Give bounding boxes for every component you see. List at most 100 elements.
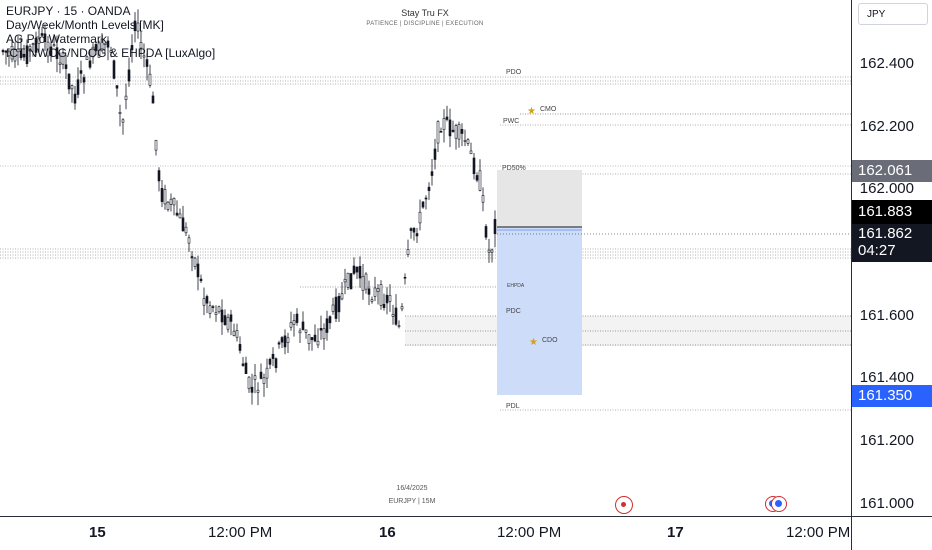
candle-body bbox=[157, 170, 161, 182]
candle-body bbox=[391, 314, 395, 317]
candle-body bbox=[229, 314, 233, 322]
candle-body bbox=[310, 337, 314, 341]
legend-symbol[interactable]: EURJPY · 15 · OANDA bbox=[6, 4, 131, 18]
candle-body bbox=[166, 201, 170, 210]
candle-body bbox=[79, 70, 83, 74]
candle-body bbox=[397, 325, 401, 327]
time-tick-day: 17 bbox=[667, 524, 684, 541]
candle-body bbox=[232, 330, 236, 336]
candle-body bbox=[94, 44, 98, 52]
candle-body bbox=[436, 121, 440, 144]
price-tick: 161.000 bbox=[859, 495, 914, 512]
candle-body bbox=[151, 95, 155, 104]
candle-body bbox=[442, 118, 446, 130]
candle-body bbox=[34, 37, 38, 53]
level-label-pwc: PWC bbox=[503, 118, 520, 125]
candle-body bbox=[406, 249, 410, 255]
candle-body bbox=[445, 116, 449, 120]
economic-events-group-icon[interactable] bbox=[765, 496, 789, 514]
candle-body bbox=[193, 257, 197, 267]
candle-body bbox=[376, 288, 380, 292]
candle-body bbox=[130, 45, 134, 51]
candle-body bbox=[40, 33, 44, 36]
candle-body bbox=[226, 316, 230, 330]
candle-body bbox=[361, 276, 365, 291]
candle-body bbox=[379, 284, 383, 306]
candle-body bbox=[463, 140, 467, 142]
candle-body bbox=[184, 226, 188, 234]
candle-body bbox=[484, 226, 488, 238]
scale-corner[interactable] bbox=[851, 516, 932, 550]
candle-body bbox=[202, 298, 206, 306]
candle-body bbox=[217, 306, 221, 313]
level-label-ehpda: EHPDA bbox=[507, 283, 525, 289]
candle-body bbox=[343, 278, 347, 283]
candle-body bbox=[481, 195, 485, 203]
candle-body bbox=[43, 33, 47, 43]
candle-body bbox=[367, 288, 371, 295]
time-tick: 12:00 PM bbox=[497, 524, 562, 541]
candle-body bbox=[139, 42, 143, 49]
economic-event-icon[interactable] bbox=[615, 496, 633, 514]
candle-body bbox=[28, 45, 32, 52]
candle-body bbox=[319, 327, 323, 331]
legend-indicator[interactable]: ICT NWOG/NDOG & EHPDA [LuxAlgo] bbox=[6, 46, 216, 60]
time-scale[interactable]: 15 12:00 PM 16 12:00 PM 17 12:00 PM bbox=[0, 516, 851, 550]
candle-body bbox=[262, 377, 266, 384]
candle-body bbox=[31, 43, 35, 46]
legend-indicator[interactable]: Day/Week/Month Levels [MK] bbox=[6, 18, 164, 32]
candle-body bbox=[22, 53, 26, 58]
candle-body bbox=[148, 73, 152, 86]
candle-body bbox=[421, 201, 425, 208]
candle-body bbox=[472, 157, 476, 175]
candle-body bbox=[427, 186, 431, 191]
candle-body bbox=[25, 45, 29, 64]
level-label-pdo: PDO bbox=[506, 69, 522, 76]
candle-body bbox=[133, 20, 137, 32]
candle-body bbox=[259, 371, 263, 379]
candle-body bbox=[268, 358, 272, 365]
candle-body bbox=[118, 111, 122, 114]
candle-body bbox=[208, 305, 212, 314]
price-chart[interactable]: ★ ★ bbox=[0, 0, 851, 516]
candle-body bbox=[328, 316, 332, 324]
candle-body bbox=[106, 40, 110, 48]
candle-body bbox=[418, 211, 422, 224]
candle-body bbox=[181, 217, 185, 232]
candle-body bbox=[67, 73, 71, 90]
candle-body bbox=[364, 273, 368, 290]
candle-body bbox=[1, 50, 5, 53]
candle-body bbox=[61, 52, 65, 65]
candle-body bbox=[7, 51, 11, 57]
candle-body bbox=[487, 249, 491, 253]
candle-body bbox=[136, 22, 140, 32]
candle-body bbox=[274, 358, 278, 369]
candle-body bbox=[412, 227, 416, 233]
price-scale[interactable]: JPY 162.400 162.200 162.000 161.600 161.… bbox=[851, 0, 932, 516]
candle-body bbox=[196, 263, 200, 278]
level-label-cmo: CMO bbox=[540, 106, 557, 113]
candle-body bbox=[340, 293, 344, 300]
candle-body bbox=[349, 273, 353, 290]
chart-legend[interactable]: EURJPY · 15 · OANDA Day/Week/Month Level… bbox=[6, 4, 215, 60]
candle-body bbox=[448, 119, 452, 137]
candle-body bbox=[145, 59, 149, 67]
price-tick: 162.000 bbox=[859, 180, 914, 197]
candle-body bbox=[142, 55, 146, 58]
candle-body bbox=[100, 38, 104, 52]
chart-area[interactable]: ★ ★ EURJPY · 15 · OANDA Day/Week/Month L… bbox=[0, 0, 851, 516]
candle-body bbox=[64, 64, 68, 69]
candle-body bbox=[214, 312, 218, 315]
candle-body bbox=[256, 389, 260, 393]
candle-body bbox=[409, 228, 413, 231]
candle-body bbox=[244, 362, 248, 375]
current-price: 161.862 bbox=[858, 225, 913, 242]
candle-body bbox=[187, 237, 191, 244]
currency-button[interactable]: JPY bbox=[858, 3, 928, 25]
candle-body bbox=[403, 276, 407, 279]
candle-body bbox=[313, 334, 317, 342]
watermark: Stay Tru FX PATIENCE | DISCIPLINE | EXEC… bbox=[360, 8, 490, 27]
candle-body bbox=[265, 367, 269, 379]
candle-body bbox=[154, 140, 158, 151]
legend-indicator[interactable]: AG Pro Watermark bbox=[6, 32, 107, 46]
